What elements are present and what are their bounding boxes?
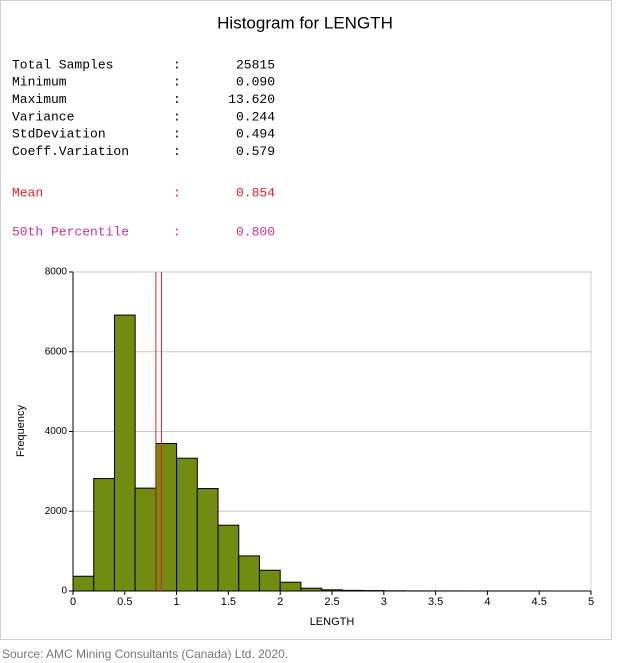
stat-colon: : xyxy=(173,109,181,124)
x-tick-label: 3.5 xyxy=(428,596,443,608)
y-tick-label: 0 xyxy=(61,586,67,597)
x-tick-label: 3 xyxy=(381,596,387,608)
bar xyxy=(196,488,219,592)
stat-label: Coeff.Variation xyxy=(12,144,129,159)
x-axis-label: LENGTH xyxy=(310,616,355,628)
stat-label: Mean xyxy=(12,185,43,200)
stat-value: 25815 xyxy=(236,57,275,72)
stat-label: Maximum xyxy=(12,92,67,107)
stat-label: Minimum xyxy=(12,75,67,90)
stat-colon: : xyxy=(173,185,181,200)
bar xyxy=(258,569,281,592)
stat-value: 0.800 xyxy=(236,224,275,239)
chart-title: Histogram for LENGTH xyxy=(217,13,393,32)
x-tick-label: 4 xyxy=(484,596,490,608)
stat-value: 13.620 xyxy=(228,92,275,107)
stat-colon: : xyxy=(173,75,181,90)
stat-label: 50th Percentile xyxy=(12,224,129,239)
y-tick-label: 8000 xyxy=(45,267,68,278)
x-tick-label: 2.5 xyxy=(324,596,339,608)
y-axis-label: Frequency xyxy=(15,405,27,457)
stat-colon: : xyxy=(173,144,181,159)
x-tick-label: 2 xyxy=(277,596,283,608)
bar xyxy=(134,487,157,592)
x-tick-label: 0.5 xyxy=(117,596,132,608)
stat-colon: : xyxy=(173,57,181,72)
bar xyxy=(238,555,260,592)
bar xyxy=(113,314,136,592)
stat-value: 0.494 xyxy=(236,127,275,142)
stat-colon: : xyxy=(173,224,181,239)
y-tick-label: 2000 xyxy=(45,506,68,517)
x-tick-label: 1 xyxy=(174,596,180,608)
bar xyxy=(217,524,240,592)
bar xyxy=(155,442,178,592)
bar xyxy=(93,478,115,592)
stat-value: 0.579 xyxy=(236,144,275,159)
stat-value: 0.854 xyxy=(236,185,275,200)
x-tick-label: 0 xyxy=(70,596,76,608)
bar xyxy=(72,575,95,592)
x-tick-label: 4.5 xyxy=(532,596,547,608)
bar xyxy=(279,581,302,592)
stat-label: Variance xyxy=(12,109,74,124)
stat-colon: : xyxy=(173,92,181,107)
stat-label: Total Samples xyxy=(12,57,113,72)
panel xyxy=(0,0,612,640)
x-tick-label: 5 xyxy=(588,596,594,608)
source: Source: AMC Mining Consultants (Canada) … xyxy=(2,647,288,661)
stat-value: 0.244 xyxy=(236,109,275,124)
stat-value: 0.090 xyxy=(236,75,275,90)
x-tick-label: 1.5 xyxy=(221,596,236,608)
bar xyxy=(176,457,198,592)
y-tick-label: 6000 xyxy=(45,346,68,357)
stat-label: StdDeviation xyxy=(12,127,106,142)
y-tick-label: 4000 xyxy=(45,426,68,437)
stat-colon: : xyxy=(173,127,181,142)
